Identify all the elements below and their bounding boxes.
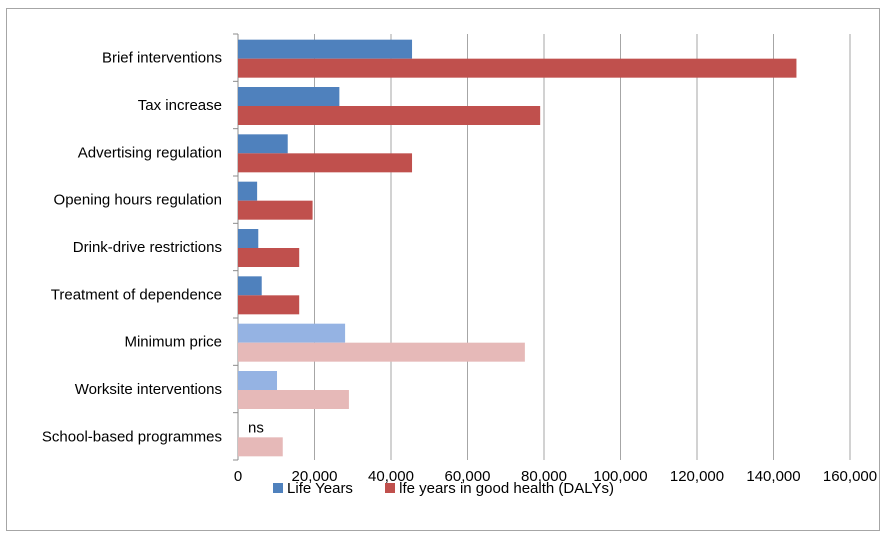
- bar-dalys: [238, 200, 313, 220]
- category-label: School-based programmes: [42, 428, 222, 445]
- x-tick-label: 0: [234, 468, 242, 485]
- x-tick-label: 40,000: [368, 468, 414, 485]
- x-tick-label: 60,000: [445, 468, 491, 485]
- bar-dalys: [238, 390, 349, 409]
- x-tick-label: 160,000: [823, 468, 877, 485]
- category-label: Brief interventions: [102, 50, 222, 67]
- legend-swatch-dalys: [385, 483, 396, 493]
- legend-label-dalys: lfe years in good health (DALYs): [399, 480, 614, 497]
- bar-life-years: [238, 134, 288, 154]
- legend-item-dalys: lfe years in good health (DALYs): [385, 480, 614, 497]
- category-label: Minimum price: [124, 334, 222, 351]
- bar-dalys: [238, 106, 541, 125]
- legend: Life Years lfe years in good health (DAL…: [0, 480, 887, 497]
- category-label: Worksite interventions: [75, 381, 222, 398]
- x-tick-label: 140,000: [746, 468, 800, 485]
- x-tick-label: 80,000: [521, 468, 567, 485]
- legend-item-life-years: Life Years: [273, 480, 353, 497]
- category-label: Opening hours regulation: [54, 192, 222, 209]
- bar-life-years: [238, 87, 340, 106]
- bar-life-years: [238, 323, 346, 343]
- bar-dalys: [238, 248, 300, 267]
- x-tick-label: 20,000: [292, 468, 338, 485]
- bar-life-years: [238, 276, 262, 296]
- bar-dalys: [238, 342, 525, 362]
- bar-dalys: [238, 295, 300, 315]
- x-tick-label: 120,000: [670, 468, 724, 485]
- category-label: Treatment of dependence: [51, 286, 222, 303]
- category-label: Drink-drive restrictions: [73, 239, 222, 256]
- legend-swatch-life-years: [273, 483, 284, 493]
- bar-life-years: [238, 371, 278, 390]
- bar-dalys: [238, 58, 797, 78]
- legend-label-life-years: Life Years: [287, 480, 353, 497]
- annotation-label: ns: [248, 419, 264, 436]
- category-label: Advertising regulation: [78, 144, 222, 161]
- bar-dalys: [238, 437, 283, 457]
- x-tick-label: 100,000: [593, 468, 647, 485]
- chart-frame: [6, 8, 880, 531]
- bar-dalys: [238, 153, 413, 173]
- category-label: Tax increase: [138, 97, 222, 114]
- bar-life-years: [238, 181, 258, 201]
- bar-life-years: [238, 39, 413, 59]
- bar-life-years: [238, 229, 259, 248]
